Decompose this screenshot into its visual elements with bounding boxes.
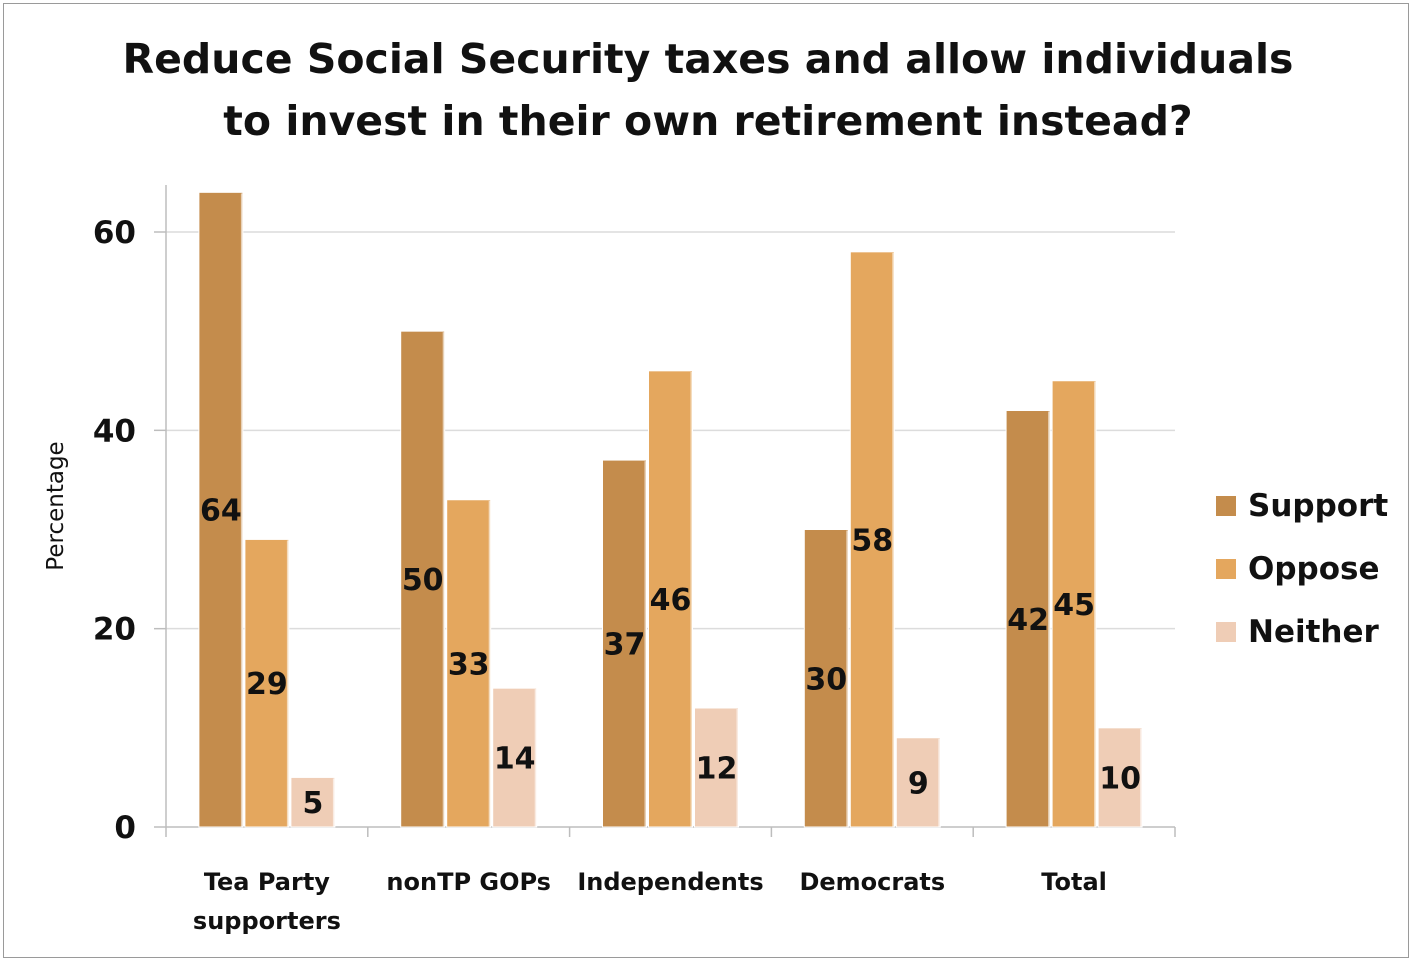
data-label: 37 bbox=[604, 628, 646, 663]
y-tick-label: 0 bbox=[114, 810, 136, 846]
bar-oppose bbox=[244, 538, 290, 828]
x-tick-label: Total bbox=[1041, 868, 1107, 896]
y-tick-label: 60 bbox=[93, 215, 136, 251]
data-label: 5 bbox=[302, 786, 323, 821]
data-label: 33 bbox=[448, 647, 490, 682]
x-tick-label: Tea Party bbox=[204, 868, 330, 896]
data-label: 10 bbox=[1099, 761, 1141, 796]
data-label: 46 bbox=[650, 583, 692, 618]
bar-neither bbox=[895, 737, 941, 828]
bar-support bbox=[803, 529, 849, 828]
legend-label: Support bbox=[1248, 487, 1389, 524]
data-label: 12 bbox=[696, 752, 738, 787]
legend: Support Oppose Neither bbox=[1216, 474, 1388, 663]
y-tick-label: 20 bbox=[93, 612, 136, 648]
bar-support bbox=[602, 459, 647, 828]
legend-item-oppose: Oppose bbox=[1216, 537, 1388, 600]
data-label: 50 bbox=[402, 563, 444, 598]
chart-title-line-2: to invest in their own retirement instea… bbox=[223, 97, 1193, 145]
chart-title: Reduce Social Security taxes and allow i… bbox=[0, 28, 1416, 152]
legend-swatch bbox=[1216, 495, 1236, 516]
y-tick-label: 40 bbox=[93, 413, 136, 449]
x-tick-label: nonTP GOPs bbox=[386, 868, 551, 896]
data-label: 29 bbox=[246, 667, 288, 702]
data-label: 64 bbox=[200, 494, 242, 529]
bar-support bbox=[1005, 410, 1051, 828]
data-label: 45 bbox=[1053, 588, 1095, 623]
data-label: 9 bbox=[908, 766, 929, 801]
data-label: 30 bbox=[805, 662, 847, 697]
bar-neither bbox=[694, 707, 739, 828]
bar-neither bbox=[1097, 727, 1143, 828]
chart-title-line-1: Reduce Social Security taxes and allow i… bbox=[122, 35, 1294, 83]
legend-swatch bbox=[1216, 621, 1236, 642]
x-tick-label: supporters bbox=[193, 907, 341, 935]
bar-support bbox=[400, 330, 446, 828]
bar-oppose bbox=[446, 499, 492, 828]
bar-oppose bbox=[849, 251, 895, 828]
legend-label: Oppose bbox=[1248, 550, 1380, 587]
legend-item-neither: Neither bbox=[1216, 600, 1388, 663]
x-tick-label: Democrats bbox=[799, 868, 945, 896]
axes: 0 20 40 60 Tea Party supporters nonTP GOPs Inde… bbox=[93, 185, 1176, 935]
data-label: 14 bbox=[494, 742, 536, 777]
legend-label: Neither bbox=[1248, 613, 1379, 650]
data-label: 58 bbox=[851, 523, 893, 558]
data-label: 42 bbox=[1007, 603, 1049, 638]
y-axis-label: Percentage bbox=[43, 441, 69, 570]
x-tick-label: Independents bbox=[577, 868, 763, 896]
bar-support bbox=[198, 191, 244, 828]
bars bbox=[198, 191, 1143, 828]
legend-item-support: Support bbox=[1216, 474, 1388, 537]
legend-swatch bbox=[1216, 558, 1236, 579]
